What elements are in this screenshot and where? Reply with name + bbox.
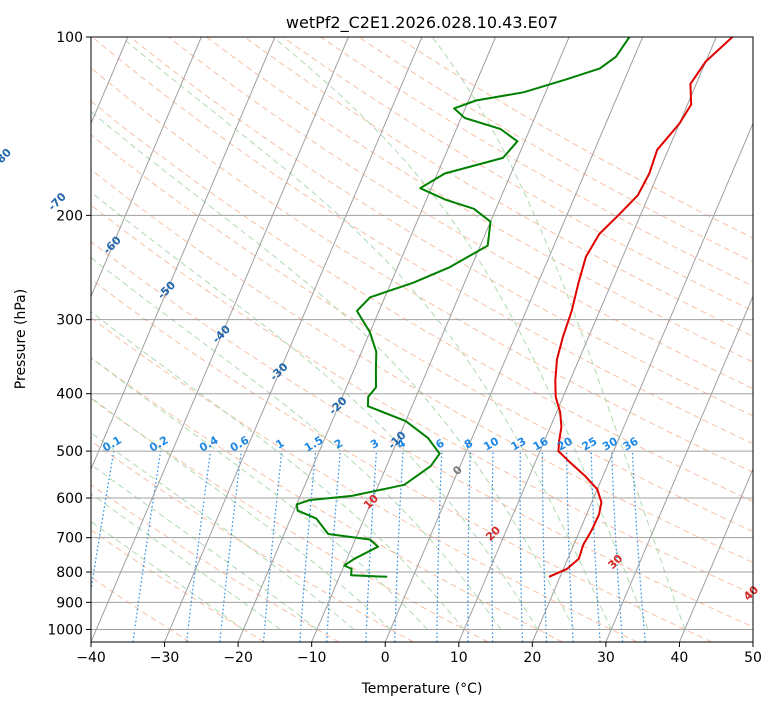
dry-adiabat-line bbox=[91, 241, 753, 628]
x-tick-label: −30 bbox=[150, 650, 180, 666]
dry-adiabat-line bbox=[91, 484, 340, 642]
x-tick-label: 50 bbox=[744, 650, 762, 666]
dewpoint-profile-line bbox=[295, 37, 631, 578]
mixing-ratio-line bbox=[186, 451, 212, 642]
moist-adiabat-line bbox=[91, 396, 391, 630]
isotherm-line bbox=[531, 122, 753, 642]
dry-adiabat-line bbox=[168, 37, 753, 390]
moist-adiabat-line bbox=[91, 463, 318, 630]
x-tick-label: −10 bbox=[297, 650, 327, 666]
mixing-ratio-line bbox=[262, 451, 283, 642]
isotherm-line bbox=[237, 37, 497, 642]
isotherm-line bbox=[91, 37, 349, 642]
grid-lines bbox=[91, 37, 753, 642]
x-axis: −40 −30 −20 −10 0 10 20 30 40 50 bbox=[76, 642, 762, 666]
y-tick-label: 400 bbox=[56, 387, 83, 403]
x-tick-label: −40 bbox=[76, 650, 106, 666]
isotherm-line bbox=[311, 37, 570, 642]
dry-adiabat-line bbox=[91, 356, 563, 642]
series-layer bbox=[295, 37, 734, 578]
temperature-profile-line bbox=[548, 37, 734, 578]
x-tick-label: 0 bbox=[381, 650, 390, 666]
moist-adiabat-line bbox=[91, 520, 244, 630]
x-tick-label: 10 bbox=[450, 650, 468, 666]
chart-title: wetPf2_C2E1.2026.028.10.43.E07 bbox=[286, 13, 558, 33]
moist-adiabat-line bbox=[91, 357, 428, 630]
y-tick-label: 500 bbox=[56, 444, 83, 460]
dry-adiabat-line bbox=[206, 37, 753, 363]
moist-adiabat-line bbox=[431, 37, 686, 630]
isotherm-line bbox=[91, 37, 202, 298]
dry-adiabat-line bbox=[91, 134, 753, 533]
y-tick-label: 300 bbox=[56, 313, 83, 329]
dry-adiabat-line bbox=[129, 37, 753, 417]
moist-adiabat-line bbox=[91, 432, 355, 630]
moist-adiabat-line bbox=[91, 256, 502, 630]
dry-adiabat-line bbox=[91, 37, 753, 445]
mixing-ratio-line bbox=[219, 451, 242, 642]
dry-adiabat-line bbox=[91, 67, 753, 473]
moist-adiabat-line bbox=[91, 493, 281, 630]
y-tick-label: 700 bbox=[56, 531, 83, 547]
y-tick-label: 200 bbox=[56, 208, 83, 224]
y-tick-label: 100 bbox=[56, 30, 83, 46]
mixing-ratio-line bbox=[299, 451, 317, 642]
dry-adiabat-line bbox=[91, 317, 638, 642]
isotherm-line bbox=[678, 467, 753, 642]
x-axis-label: Temperature (°C) bbox=[361, 681, 483, 697]
y-tick-label: 600 bbox=[56, 491, 83, 507]
isotherm-line bbox=[384, 37, 644, 642]
isotherm-line bbox=[605, 295, 753, 642]
dry-adiabat-line bbox=[91, 204, 753, 595]
x-tick-label: 30 bbox=[597, 650, 615, 666]
isotherm-line bbox=[458, 37, 717, 642]
y-tick-label: 900 bbox=[56, 595, 83, 611]
dry-adiabat-line bbox=[91, 168, 753, 564]
moist-adiabat-line bbox=[91, 311, 465, 630]
plot-frame bbox=[90, 36, 754, 643]
y-tick-label: 1000 bbox=[47, 622, 83, 638]
y-axis: 100 200 300 400 500 600 700 800 900 1000 bbox=[47, 30, 91, 638]
moist-adiabat-line bbox=[121, 37, 612, 630]
mixing-ratio-line bbox=[91, 450, 115, 594]
y-tick-label: 800 bbox=[56, 565, 83, 581]
x-tick-label: −20 bbox=[223, 650, 253, 666]
isotherm-line bbox=[91, 37, 276, 471]
isotherm-line bbox=[164, 37, 423, 642]
x-tick-label: 20 bbox=[523, 650, 541, 666]
x-tick-label: 40 bbox=[671, 650, 689, 666]
y-axis-label: Pressure (hPa) bbox=[13, 289, 29, 389]
